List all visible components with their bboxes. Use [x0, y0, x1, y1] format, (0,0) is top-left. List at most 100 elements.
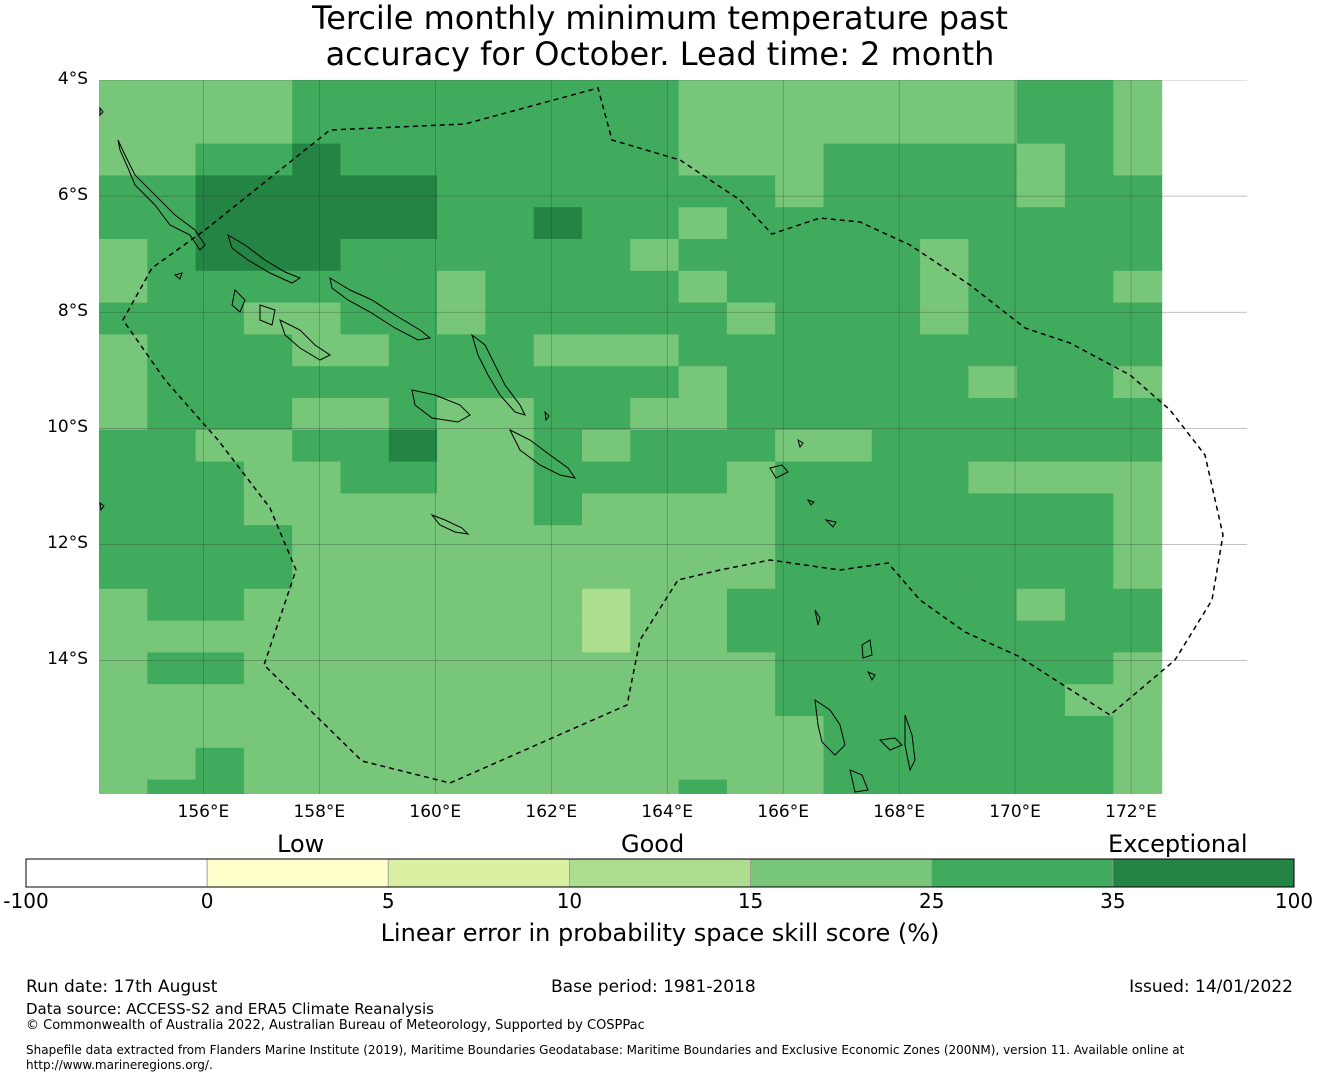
skill-cell	[582, 588, 631, 622]
skill-cell	[630, 493, 680, 526]
skill-cell	[195, 143, 245, 176]
skill-cell	[292, 302, 342, 335]
base-period: Base period: 1981-2018	[551, 977, 756, 997]
skill-cell	[533, 620, 583, 653]
skill-cell	[630, 684, 680, 717]
skill-cell	[1065, 779, 1114, 794]
skill-cell	[147, 461, 197, 494]
skill-cell	[871, 398, 921, 431]
skill-cell	[823, 366, 873, 399]
skill-cell	[582, 620, 631, 653]
skill-cell	[920, 684, 969, 717]
skill-cell	[630, 525, 680, 558]
skill-cell	[582, 525, 631, 558]
skill-cell	[437, 270, 486, 304]
skill-cell	[726, 366, 776, 399]
skill-cell	[726, 143, 776, 176]
skill-cell	[1016, 779, 1066, 794]
skill-cell	[195, 429, 245, 463]
colorbar	[25, 858, 1295, 888]
skill-cell	[678, 684, 728, 717]
skill-cell	[147, 652, 197, 685]
skill-cell	[1113, 588, 1163, 622]
skill-cell	[437, 747, 486, 781]
skill-cell	[726, 207, 776, 240]
skill-cell	[726, 270, 776, 304]
skill-cell	[1113, 747, 1163, 781]
skill-cell	[243, 429, 293, 463]
skill-cell	[678, 588, 728, 622]
skill-cell	[968, 652, 1018, 685]
skill-cell	[292, 429, 342, 463]
skill-cell	[388, 747, 438, 781]
colorbar-tick-label: 25	[918, 889, 945, 913]
skill-cell	[823, 270, 873, 304]
skill-cell	[630, 334, 680, 367]
lon-label: 158°E	[293, 802, 346, 822]
skill-cell	[823, 557, 873, 590]
skill-cell	[485, 557, 535, 590]
skill-cell	[485, 525, 535, 558]
skill-cell	[533, 684, 583, 717]
skill-cell	[920, 652, 969, 685]
colorbar-segment	[1112, 858, 1295, 888]
skill-cell	[1113, 620, 1163, 653]
skill-cell	[195, 207, 245, 240]
skill-cell	[678, 302, 728, 335]
skill-cell	[630, 175, 680, 208]
skill-cell	[485, 684, 535, 717]
skill-cell	[147, 366, 197, 399]
skill-cell	[1065, 557, 1114, 590]
skill-cell	[1016, 652, 1066, 685]
skill-cell	[388, 557, 438, 590]
colorbar-segment	[387, 858, 570, 888]
skill-cell	[678, 525, 728, 558]
skill-cell	[485, 207, 535, 240]
skill-cell	[1065, 429, 1114, 463]
skill-cell	[243, 557, 293, 590]
skill-cell	[292, 461, 342, 494]
skill-cell	[485, 620, 535, 653]
skill-cell	[147, 270, 197, 304]
colorbar-segment	[25, 858, 208, 888]
skill-cell	[871, 620, 921, 653]
skill-cell	[1065, 239, 1114, 272]
skill-cell	[678, 429, 728, 463]
skill-cell	[485, 270, 535, 304]
skill-cell	[823, 111, 873, 145]
skill-cell	[1065, 207, 1114, 240]
skill-cell	[388, 684, 438, 717]
skill-cell	[195, 557, 245, 590]
skill-cell	[920, 525, 969, 558]
skill-cell	[1065, 588, 1114, 622]
lat-label: 12°S	[47, 533, 88, 554]
skill-cell	[437, 461, 486, 494]
skill-cell	[920, 366, 969, 399]
skill-cell	[823, 302, 873, 335]
skill-cell	[292, 779, 342, 794]
skill-cell	[1113, 270, 1163, 304]
skill-cell	[1065, 270, 1114, 304]
colorbar-tick-label: 5	[381, 889, 395, 913]
skill-cell	[1113, 461, 1163, 494]
skill-cell	[920, 716, 969, 749]
skill-cell	[582, 80, 631, 113]
skill-cell	[147, 80, 197, 113]
skill-cell	[292, 588, 342, 622]
skill-cell	[871, 779, 921, 794]
island-santa-isabel	[329, 276, 432, 341]
colorbar-word-good: Good	[621, 830, 685, 858]
island-small-1	[99, 106, 105, 512]
skill-cell	[1016, 684, 1066, 717]
skill-cell	[871, 111, 921, 145]
skill-cell	[388, 620, 438, 653]
skill-cell	[1113, 429, 1163, 463]
skill-cell	[823, 493, 873, 526]
skill-cell	[99, 143, 148, 176]
skill-cell	[678, 143, 728, 176]
skill-cell	[99, 588, 148, 622]
skill-cell	[582, 684, 631, 717]
island-choiseul	[227, 233, 302, 284]
skill-cell	[485, 652, 535, 685]
